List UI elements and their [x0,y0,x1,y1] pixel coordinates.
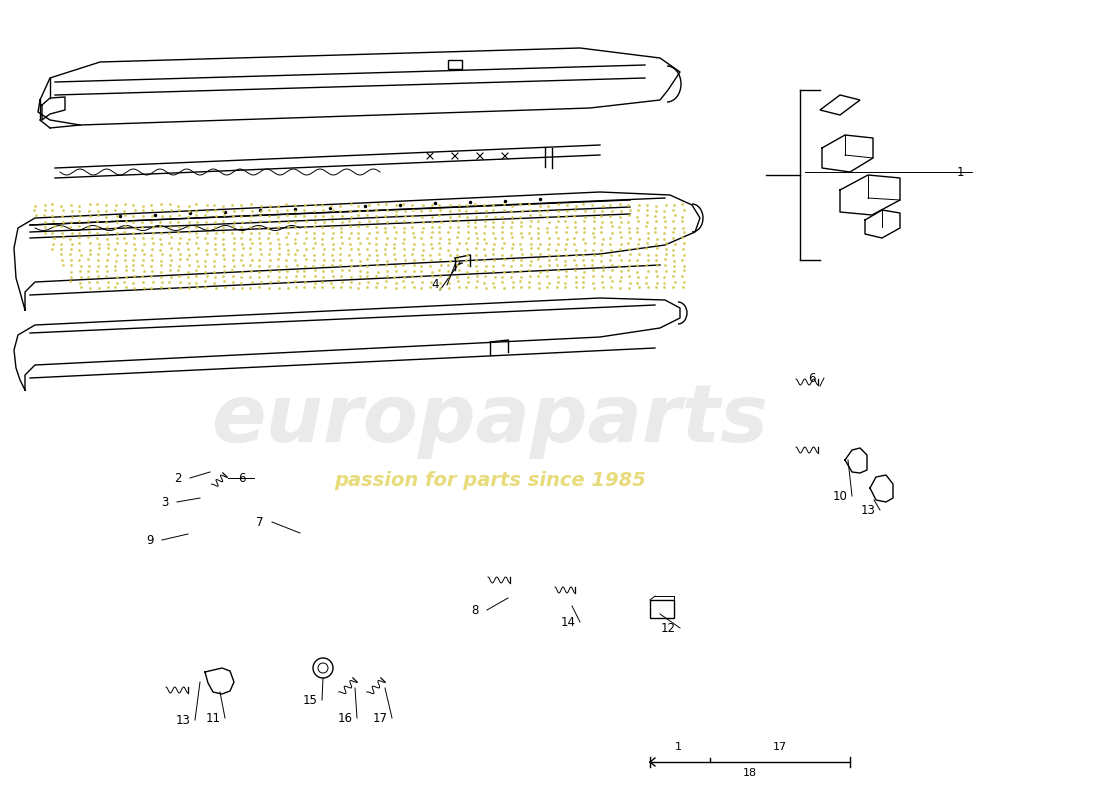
Text: 13: 13 [176,714,190,726]
Text: passion for parts since 1985: passion for parts since 1985 [334,470,646,490]
Text: 10: 10 [833,490,847,502]
Text: 6: 6 [808,371,816,385]
Text: 3: 3 [162,495,168,509]
Text: 15: 15 [302,694,318,706]
Text: 11: 11 [206,711,220,725]
Text: 2: 2 [174,471,182,485]
Text: 4: 4 [431,278,439,291]
Text: 13: 13 [860,503,876,517]
Bar [448,60,462,69]
Text: 6: 6 [239,471,245,485]
Text: 17: 17 [773,742,788,752]
Bar [650,600,674,618]
Text: 7: 7 [256,515,264,529]
Text: 18: 18 [742,768,757,778]
Text: 16: 16 [338,711,352,725]
Text: 9: 9 [146,534,154,546]
Text: 1: 1 [674,742,682,752]
Text: 1: 1 [956,166,964,178]
Text: 8: 8 [471,603,478,617]
Text: 17: 17 [373,711,387,725]
Text: 12: 12 [660,622,675,634]
Text: europaparts: europaparts [211,381,769,459]
Text: 14: 14 [561,615,575,629]
